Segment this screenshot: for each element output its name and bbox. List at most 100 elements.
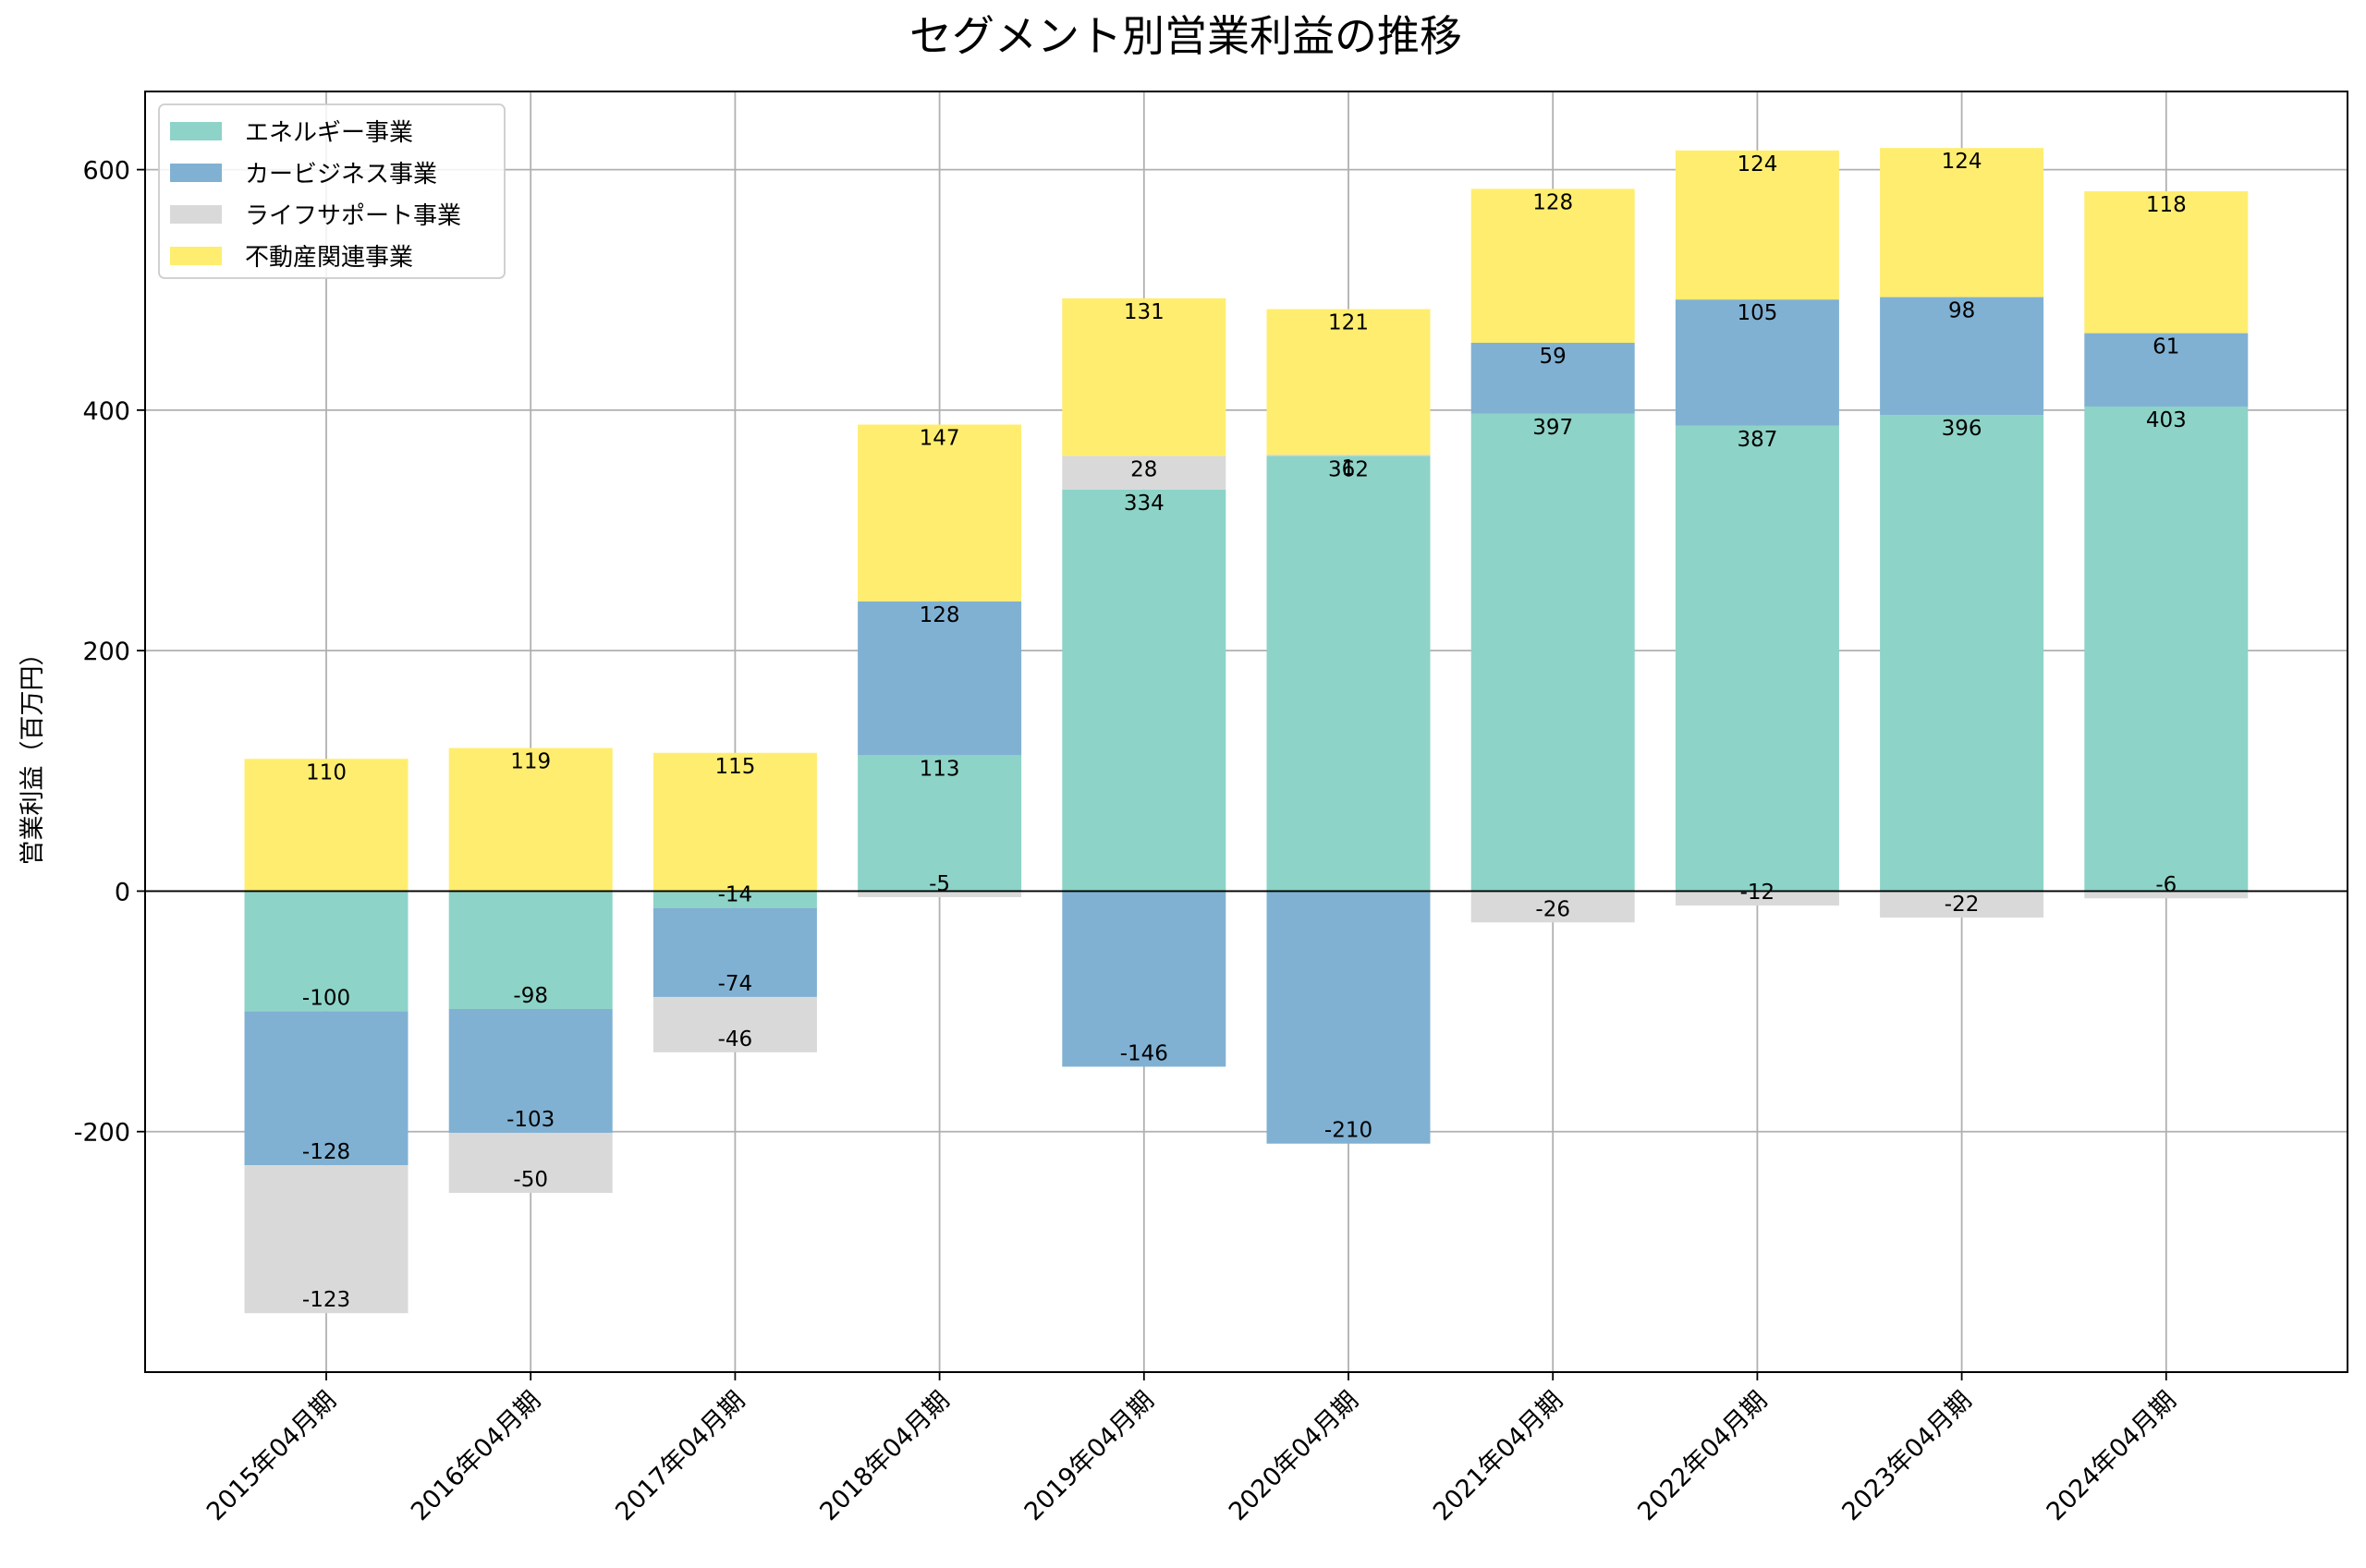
- bar-value-label: 1: [1342, 456, 1356, 480]
- bar-segment: [1062, 298, 1226, 456]
- bar-segment: [1062, 456, 1226, 490]
- bar-segment: [858, 601, 1022, 756]
- y-tick-label: 200: [82, 638, 130, 666]
- bar-value-label: 115: [714, 755, 755, 779]
- x-tick-label: 2016年04月期: [406, 1386, 546, 1526]
- bar-segment: [1266, 456, 1431, 892]
- plot-frame: [144, 91, 2348, 1373]
- legend-label: エネルギー事業: [245, 119, 413, 147]
- bar-value-label: 98: [1948, 299, 1975, 323]
- bar-segment: [1470, 413, 1635, 892]
- bar-value-label: 396: [1942, 417, 1982, 441]
- bar-segment: [652, 996, 817, 1052]
- bar-segment: [1675, 150, 1839, 300]
- bar-value-label: 28: [1130, 457, 1157, 481]
- bar-value-label: -100: [302, 987, 350, 1011]
- bar-value-label: -12: [1740, 881, 1775, 905]
- bar-segment: [448, 1133, 613, 1194]
- bar-segment: [244, 891, 409, 1012]
- bar-value-label: -14: [718, 883, 753, 907]
- bar-segment: [448, 1008, 613, 1134]
- bar-value-label: -74: [718, 972, 753, 996]
- bar-value-label: -6: [2155, 873, 2177, 897]
- y-tick-label: 0: [115, 878, 130, 906]
- bar-value-label: 119: [510, 750, 551, 774]
- bar-value-label: -5: [929, 872, 950, 896]
- x-tick-label: 2022年04月期: [1632, 1386, 1773, 1526]
- bar-segment: [1266, 891, 1431, 1144]
- bar-segment: [2084, 891, 2249, 899]
- y-tick-label: 400: [82, 397, 130, 426]
- legend-swatch: [170, 247, 222, 265]
- bar-segment: [1675, 425, 1839, 892]
- x-tick-label: 2017年04月期: [610, 1386, 750, 1526]
- bar-segment: [244, 1011, 409, 1166]
- legend-box: [158, 103, 506, 279]
- bar-value-label: 110: [306, 760, 347, 784]
- bar-segment: [244, 759, 409, 892]
- y-axis-label: 営業利益（百万円）: [18, 641, 47, 866]
- bar-value-label: 128: [920, 603, 960, 627]
- bar-segment: [1470, 342, 1635, 414]
- bar-value-label: -146: [1120, 1041, 1168, 1065]
- bar-value-label: 105: [1737, 301, 1777, 325]
- bar-segment: [1880, 297, 2044, 416]
- bar-value-label: 124: [1942, 150, 1982, 174]
- bars: [244, 148, 2249, 1314]
- bar-value-label: 131: [1124, 300, 1165, 324]
- x-tick-label: 2021年04月期: [1428, 1386, 1568, 1526]
- bar-segment: [1062, 891, 1226, 1067]
- bar-segment: [1470, 188, 1635, 343]
- bar-value-label: 61: [2153, 335, 2179, 359]
- bar-segment: [652, 907, 817, 997]
- bar-value-label: -103: [506, 1108, 555, 1132]
- bar-value-label: 387: [1737, 428, 1777, 452]
- x-tick-label: 2024年04月期: [2042, 1386, 2182, 1526]
- bar-segment: [448, 891, 613, 1009]
- legend-label: ライフサポート事業: [245, 202, 461, 230]
- bar-value-label: 397: [1532, 416, 1573, 440]
- bar-segment: [1880, 891, 2044, 918]
- bar-value-label: -210: [1324, 1119, 1372, 1143]
- bar-segment: [2084, 191, 2249, 334]
- bar-value-label: -26: [1535, 897, 1570, 921]
- bar-segment: [244, 1165, 409, 1314]
- bar-segment: [1266, 309, 1431, 456]
- bar-segment: [1470, 891, 1635, 923]
- bar-segment: [652, 891, 817, 908]
- bar-value-label: 403: [2146, 408, 2187, 432]
- x-tick-label: 2015年04月期: [201, 1386, 342, 1526]
- x-tick-label: 2019年04月期: [1019, 1386, 1160, 1526]
- data-labels: -100 -98 -14 113 334 362 397 387 396 403 -128 -103 -…: [302, 150, 2187, 1312]
- bar-segment: [1880, 148, 2044, 298]
- bar-segment: [858, 755, 1022, 892]
- x-tick-label: 2023年04月期: [1836, 1386, 1977, 1526]
- legend-swatch: [170, 164, 222, 182]
- y-tick-label: 600: [82, 157, 130, 186]
- x-tick-label: 2020年04月期: [1224, 1386, 1364, 1526]
- bar-segment: [448, 748, 613, 892]
- bar-segment: [1062, 489, 1226, 892]
- bar-value-label: -123: [302, 1288, 350, 1312]
- bar-value-label: 124: [1737, 152, 1777, 176]
- bar-segment: [1266, 455, 1431, 456]
- chart-title: セグメント別営業利益の推移: [909, 11, 1462, 61]
- bar-value-label: -22: [1945, 893, 1980, 917]
- bar-value-label: -98: [513, 984, 548, 1008]
- bar-value-label: 121: [1328, 311, 1369, 335]
- bar-value-label: 362: [1328, 457, 1369, 481]
- bar-segment: [858, 424, 1022, 602]
- bar-segment: [652, 752, 817, 892]
- bar-segment: [1880, 415, 2044, 892]
- legend-swatch: [170, 122, 222, 140]
- legend-label: 不動産関連事業: [245, 244, 413, 272]
- y-tick-label: -200: [74, 1119, 130, 1148]
- x-tick-label: 2018年04月期: [814, 1386, 955, 1526]
- bar-value-label: 147: [920, 426, 960, 450]
- bar-value-label: 113: [920, 757, 960, 781]
- bar-value-label: 59: [1540, 345, 1567, 369]
- legend-swatch: [170, 205, 222, 224]
- bar-segment: [2084, 406, 2249, 892]
